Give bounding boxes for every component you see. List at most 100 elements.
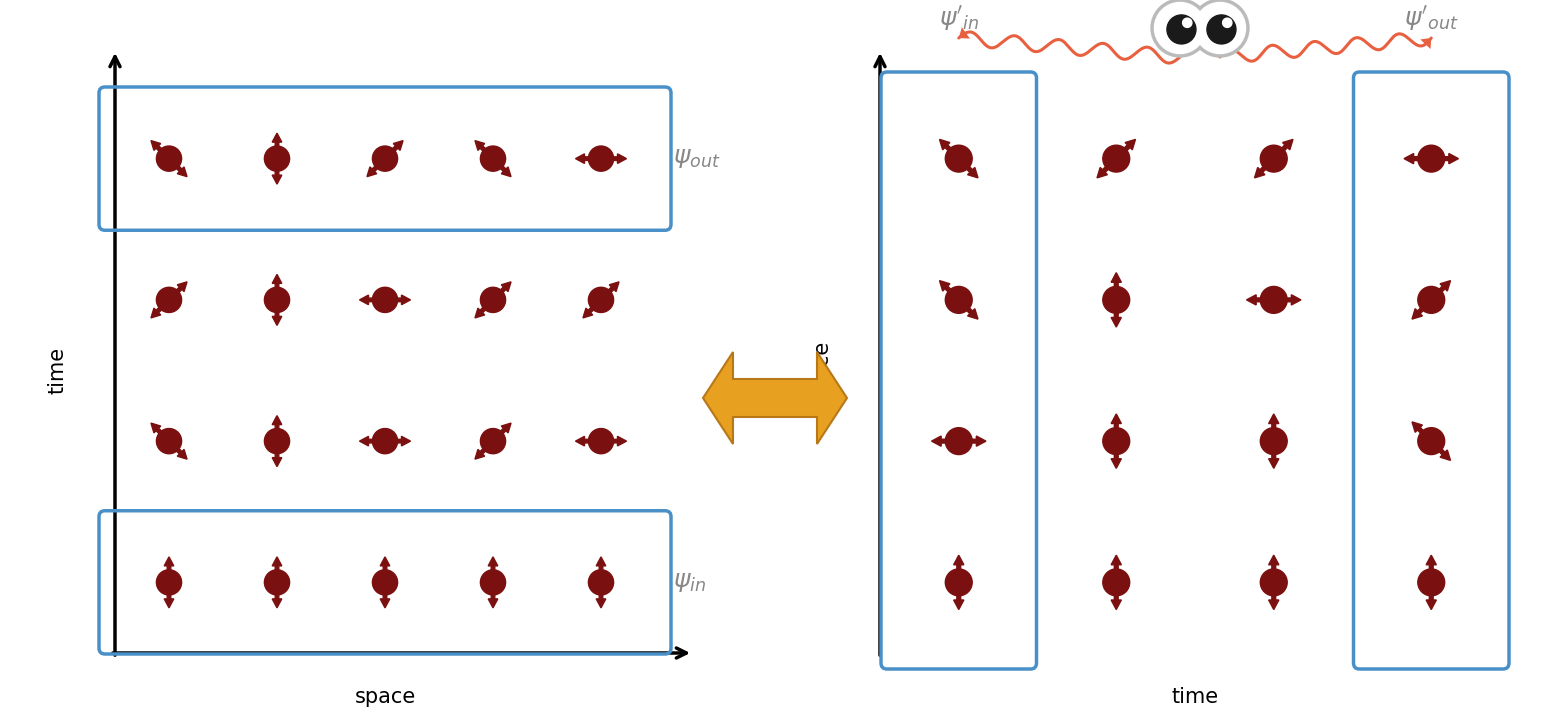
FancyArrow shape xyxy=(151,141,170,160)
Circle shape xyxy=(1103,145,1130,172)
Circle shape xyxy=(945,286,971,313)
FancyArrow shape xyxy=(597,557,606,582)
Text: $\psi'_{in}$: $\psi'_{in}$ xyxy=(939,4,979,33)
Circle shape xyxy=(156,570,182,595)
Circle shape xyxy=(373,288,398,312)
Circle shape xyxy=(156,288,182,312)
Circle shape xyxy=(1260,427,1288,454)
FancyArrow shape xyxy=(1269,582,1278,609)
FancyArrow shape xyxy=(384,141,402,160)
Polygon shape xyxy=(1420,38,1431,49)
Circle shape xyxy=(945,569,971,596)
FancyArrow shape xyxy=(583,298,603,318)
FancyArrow shape xyxy=(1269,555,1278,582)
FancyArrow shape xyxy=(168,440,187,459)
Circle shape xyxy=(1190,0,1249,57)
FancyArrow shape xyxy=(386,295,410,305)
FancyArrow shape xyxy=(575,154,601,163)
FancyArrow shape xyxy=(489,557,498,582)
Text: $\psi_{out}$: $\psi_{out}$ xyxy=(672,147,720,170)
Circle shape xyxy=(1207,15,1237,44)
Circle shape xyxy=(589,146,614,171)
Circle shape xyxy=(945,145,971,172)
Circle shape xyxy=(1417,286,1445,313)
FancyArrow shape xyxy=(1112,273,1121,300)
FancyArrow shape xyxy=(163,582,174,608)
FancyArrow shape xyxy=(163,557,174,582)
Circle shape xyxy=(1183,18,1192,28)
FancyArrow shape xyxy=(1272,139,1294,160)
FancyArrow shape xyxy=(273,159,282,184)
FancyArrow shape xyxy=(359,295,386,305)
Circle shape xyxy=(589,570,614,595)
FancyArrow shape xyxy=(953,582,964,609)
Circle shape xyxy=(373,570,398,595)
FancyArrow shape xyxy=(601,154,626,163)
FancyArrow shape xyxy=(489,582,498,608)
FancyArrow shape xyxy=(1412,298,1433,319)
Circle shape xyxy=(373,429,398,454)
FancyArrow shape xyxy=(168,282,187,301)
Circle shape xyxy=(945,427,971,454)
Circle shape xyxy=(1103,286,1130,313)
FancyArrow shape xyxy=(273,133,282,159)
FancyArrow shape xyxy=(151,423,170,443)
FancyArrow shape xyxy=(1426,555,1436,582)
FancyArrow shape xyxy=(1429,440,1451,460)
FancyArrow shape xyxy=(958,298,978,319)
FancyArrow shape xyxy=(1246,295,1274,305)
FancyArrow shape xyxy=(1429,280,1451,301)
FancyArrow shape xyxy=(273,441,282,467)
FancyArrow shape xyxy=(475,141,495,160)
FancyArrow shape xyxy=(1255,157,1275,178)
FancyArrow shape xyxy=(273,582,282,608)
Circle shape xyxy=(481,288,506,312)
FancyArrow shape xyxy=(1269,414,1278,441)
Circle shape xyxy=(481,570,506,595)
Circle shape xyxy=(1155,2,1206,54)
FancyArrow shape xyxy=(492,282,510,301)
Text: space: space xyxy=(355,687,416,707)
Circle shape xyxy=(589,429,614,454)
FancyArrow shape xyxy=(381,582,390,608)
Circle shape xyxy=(156,146,182,171)
FancyArrow shape xyxy=(273,557,282,582)
FancyArrow shape xyxy=(600,282,618,301)
Circle shape xyxy=(373,146,398,171)
Circle shape xyxy=(589,288,614,312)
Circle shape xyxy=(1223,18,1232,28)
Circle shape xyxy=(1260,569,1288,596)
FancyArrow shape xyxy=(1274,295,1301,305)
FancyArrow shape xyxy=(386,436,410,446)
FancyArrow shape xyxy=(273,300,282,325)
FancyArrow shape xyxy=(959,436,985,446)
Circle shape xyxy=(1417,427,1445,454)
FancyArrow shape xyxy=(1269,441,1278,468)
Polygon shape xyxy=(959,27,970,39)
FancyArrow shape xyxy=(1112,555,1121,582)
FancyArrow shape xyxy=(1115,139,1135,160)
FancyArrow shape xyxy=(1426,582,1436,609)
Text: $\psi'_{out}$: $\psi'_{out}$ xyxy=(1403,4,1459,33)
FancyArrow shape xyxy=(958,157,978,178)
FancyArrow shape xyxy=(168,157,187,177)
FancyArrow shape xyxy=(1405,154,1431,164)
Text: time: time xyxy=(46,347,66,394)
Circle shape xyxy=(264,570,290,595)
Circle shape xyxy=(264,146,290,171)
Circle shape xyxy=(264,288,290,312)
Polygon shape xyxy=(703,352,847,444)
Text: time: time xyxy=(1172,687,1218,707)
FancyArrow shape xyxy=(597,582,606,608)
FancyArrow shape xyxy=(601,436,626,446)
FancyArrow shape xyxy=(1431,154,1459,164)
FancyArrow shape xyxy=(1112,441,1121,468)
Circle shape xyxy=(481,429,506,454)
Circle shape xyxy=(1195,2,1246,54)
FancyArrow shape xyxy=(1412,422,1433,443)
FancyArrow shape xyxy=(575,436,601,446)
FancyArrow shape xyxy=(381,557,390,582)
FancyArrow shape xyxy=(1112,414,1121,441)
FancyArrow shape xyxy=(475,440,495,459)
Text: space: space xyxy=(813,340,833,401)
